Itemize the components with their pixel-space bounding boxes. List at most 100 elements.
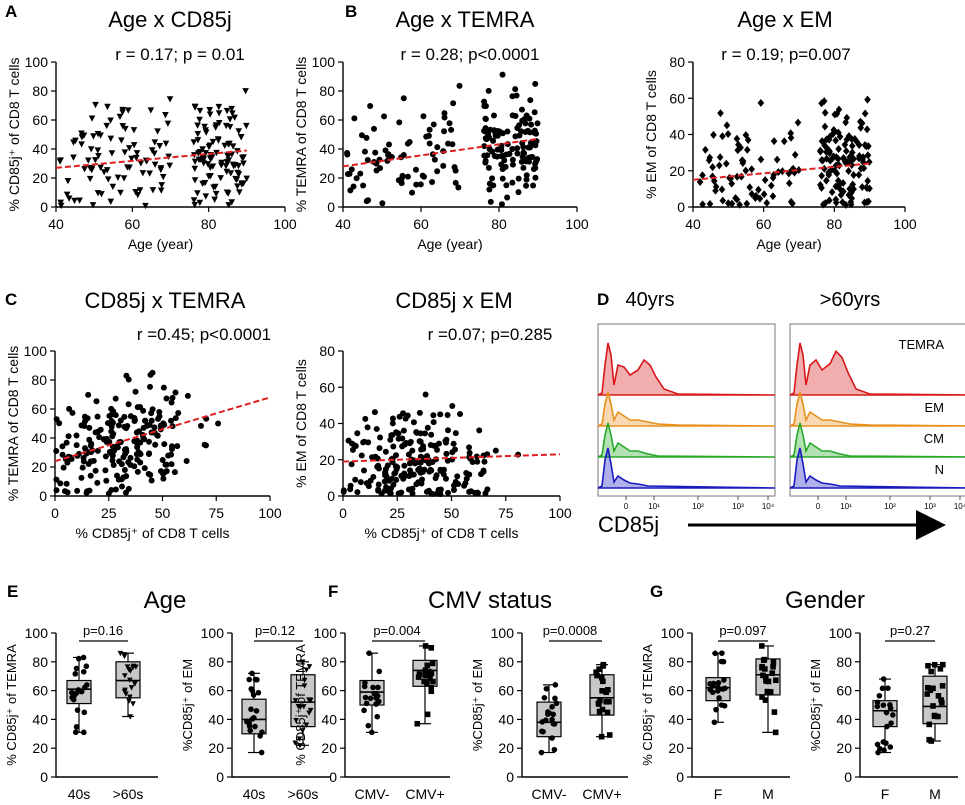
data-point — [404, 412, 411, 419]
data-point — [443, 450, 450, 457]
data-point — [532, 80, 539, 87]
data-point — [78, 134, 86, 141]
data-point — [57, 202, 65, 210]
data-point — [137, 459, 144, 466]
x-tick-label: 0 — [51, 505, 59, 521]
data-point — [81, 418, 88, 425]
data-point — [204, 161, 212, 168]
y-tick-label: 100 — [25, 625, 49, 641]
data-point — [411, 460, 418, 467]
y-axis-label: %CD85j⁺ of EM — [808, 659, 823, 751]
data-point — [598, 733, 605, 740]
data-point — [549, 735, 555, 741]
y-tick-label: 40 — [208, 711, 224, 727]
data-point — [363, 134, 370, 141]
data-point — [387, 490, 394, 497]
data-point — [414, 720, 421, 727]
data-point — [134, 444, 141, 451]
data-point — [63, 480, 70, 487]
data-point — [208, 154, 216, 161]
data-point — [379, 200, 386, 207]
data-point — [924, 684, 931, 691]
data-point — [830, 125, 838, 134]
data-point — [699, 200, 706, 209]
y-tick-label: 60 — [669, 90, 685, 106]
panel-letter: B — [345, 2, 357, 21]
data-point — [154, 432, 161, 439]
data-point — [205, 173, 213, 180]
data-point — [486, 186, 493, 193]
y-tick-label: 0 — [40, 199, 48, 215]
y-tick-label: 60 — [208, 683, 224, 699]
data-point — [606, 732, 613, 738]
histogram-label-em: EM — [925, 400, 945, 415]
data-point — [87, 458, 94, 465]
data-point — [849, 180, 857, 189]
data-point — [600, 678, 606, 685]
data-point — [760, 657, 767, 663]
data-point — [215, 119, 223, 127]
y-tick-label: 20 — [321, 740, 337, 756]
data-point — [828, 188, 836, 197]
data-point — [361, 438, 368, 445]
data-point — [132, 681, 138, 687]
data-point — [159, 457, 166, 464]
y-tick-label: 40 — [836, 711, 852, 727]
data-point — [293, 718, 299, 724]
data-point — [307, 707, 314, 714]
panel-g1: G Gender 0 20 40 60 80 100 % CD85j⁺ of TEMRA p=0.… — [640, 582, 865, 802]
data-point — [430, 419, 437, 426]
data-point — [826, 132, 834, 141]
scatter-points — [53, 369, 222, 497]
box-40s — [66, 654, 92, 736]
x-category-label: 40s — [68, 786, 91, 802]
data-point — [452, 179, 459, 186]
data-point — [145, 451, 152, 458]
data-point — [429, 660, 436, 667]
data-point — [253, 708, 260, 714]
data-point — [94, 479, 101, 486]
data-point — [604, 709, 611, 716]
data-point — [531, 109, 538, 116]
data-point — [405, 451, 412, 458]
data-point — [552, 695, 558, 702]
data-point — [512, 133, 519, 140]
data-point — [549, 704, 555, 710]
data-point — [719, 650, 725, 656]
scatter-points — [696, 95, 873, 209]
y-axis-label: % EM of CD8 T cells — [293, 359, 309, 488]
trend-line — [54, 396, 271, 463]
data-point — [376, 698, 382, 705]
data-point — [520, 164, 527, 171]
data-point — [836, 132, 844, 141]
data-point — [114, 174, 122, 181]
panel-a: A Age x CD85j r = 0.17; p = 0.01 0 20 40 60 80 1… — [5, 2, 297, 252]
data-point — [415, 674, 422, 680]
data-point — [835, 181, 843, 190]
data-point — [103, 477, 110, 484]
data-point — [65, 433, 72, 440]
data-point — [222, 122, 230, 130]
data-point — [244, 718, 250, 725]
data-point — [348, 166, 355, 173]
data-point — [850, 185, 857, 194]
data-point — [482, 116, 489, 123]
data-point — [821, 141, 828, 150]
data-point — [351, 115, 358, 122]
data-point — [87, 146, 95, 153]
x-tick-label: 100 — [548, 505, 572, 521]
y-tick-label: 20 — [319, 170, 335, 186]
box-40s — [241, 670, 267, 756]
data-point — [432, 442, 439, 449]
scatter-points — [344, 71, 541, 208]
data-point — [78, 688, 85, 695]
data-point — [491, 153, 498, 160]
data-point — [530, 165, 537, 172]
data-point — [831, 110, 839, 119]
data-point — [168, 446, 175, 453]
data-point — [152, 441, 159, 448]
data-point — [850, 171, 857, 179]
data-point — [354, 430, 361, 437]
data-point — [773, 155, 781, 164]
y-tick-label: 0 — [327, 488, 335, 504]
